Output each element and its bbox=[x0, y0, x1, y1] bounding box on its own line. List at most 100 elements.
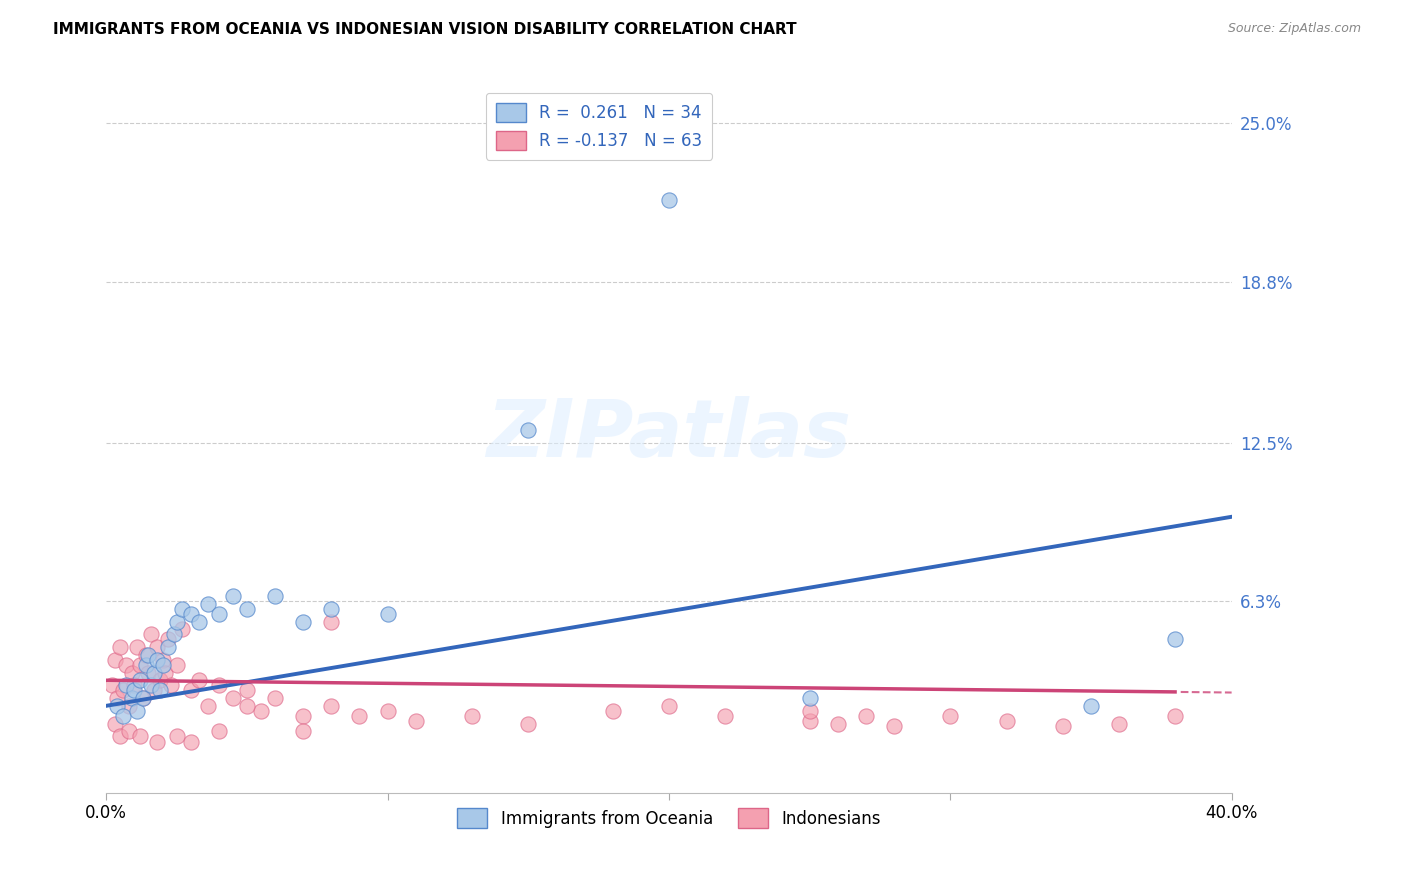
Point bbox=[883, 719, 905, 733]
Point bbox=[152, 657, 174, 672]
Point bbox=[172, 622, 194, 636]
Point bbox=[143, 683, 166, 698]
Point bbox=[517, 716, 540, 731]
Point bbox=[1080, 698, 1102, 713]
Point bbox=[138, 665, 160, 680]
Point bbox=[118, 698, 141, 713]
Point bbox=[377, 704, 399, 718]
Point bbox=[127, 704, 149, 718]
Point bbox=[135, 648, 157, 662]
Point bbox=[827, 716, 849, 731]
Point bbox=[166, 730, 188, 744]
Point bbox=[222, 691, 245, 706]
Point bbox=[112, 683, 135, 698]
Point bbox=[180, 683, 202, 698]
Text: Source: ZipAtlas.com: Source: ZipAtlas.com bbox=[1227, 22, 1361, 36]
Point bbox=[461, 709, 484, 723]
Point bbox=[180, 607, 202, 621]
Point bbox=[1052, 719, 1074, 733]
Point bbox=[1108, 716, 1130, 731]
Point bbox=[208, 724, 231, 739]
Point bbox=[714, 709, 737, 723]
Point bbox=[107, 691, 129, 706]
Text: IMMIGRANTS FROM OCEANIA VS INDONESIAN VISION DISABILITY CORRELATION CHART: IMMIGRANTS FROM OCEANIA VS INDONESIAN VI… bbox=[53, 22, 797, 37]
Point bbox=[149, 683, 172, 698]
Point bbox=[855, 709, 877, 723]
Point bbox=[292, 724, 315, 739]
Point bbox=[236, 683, 259, 698]
Point bbox=[124, 678, 146, 692]
Point bbox=[1164, 709, 1187, 723]
Point bbox=[146, 734, 169, 748]
Point bbox=[141, 627, 163, 641]
Point bbox=[236, 601, 259, 615]
Point bbox=[250, 704, 273, 718]
Point bbox=[146, 640, 169, 654]
Point bbox=[1164, 632, 1187, 647]
Point bbox=[132, 691, 155, 706]
Point bbox=[124, 683, 146, 698]
Point bbox=[152, 653, 174, 667]
Point bbox=[197, 597, 219, 611]
Point bbox=[101, 678, 124, 692]
Point bbox=[321, 601, 343, 615]
Point bbox=[118, 724, 141, 739]
Point bbox=[115, 678, 138, 692]
Point bbox=[157, 632, 180, 647]
Legend: Immigrants from Oceania, Indonesians: Immigrants from Oceania, Indonesians bbox=[450, 802, 887, 834]
Point bbox=[292, 709, 315, 723]
Point bbox=[197, 698, 219, 713]
Point bbox=[112, 709, 135, 723]
Point bbox=[236, 698, 259, 713]
Point bbox=[799, 691, 821, 706]
Point bbox=[129, 730, 152, 744]
Point bbox=[149, 673, 172, 688]
Point bbox=[939, 709, 962, 723]
Point bbox=[321, 698, 343, 713]
Point bbox=[129, 673, 152, 688]
Point bbox=[107, 698, 129, 713]
Point bbox=[160, 678, 183, 692]
Point bbox=[405, 714, 427, 728]
Point bbox=[135, 657, 157, 672]
Point bbox=[188, 615, 211, 629]
Point bbox=[163, 627, 186, 641]
Point bbox=[115, 657, 138, 672]
Point bbox=[208, 607, 231, 621]
Point bbox=[143, 665, 166, 680]
Point bbox=[121, 665, 143, 680]
Point bbox=[166, 615, 188, 629]
Point bbox=[146, 653, 169, 667]
Point bbox=[208, 678, 231, 692]
Point bbox=[132, 691, 155, 706]
Point bbox=[166, 657, 188, 672]
Point bbox=[602, 704, 624, 718]
Point bbox=[180, 734, 202, 748]
Point bbox=[349, 709, 371, 723]
Point bbox=[104, 653, 127, 667]
Point bbox=[799, 704, 821, 718]
Point bbox=[321, 615, 343, 629]
Point bbox=[155, 665, 177, 680]
Point bbox=[157, 640, 180, 654]
Text: ZIPatlas: ZIPatlas bbox=[486, 396, 852, 474]
Point bbox=[110, 640, 132, 654]
Point bbox=[377, 607, 399, 621]
Point bbox=[264, 691, 287, 706]
Point bbox=[129, 657, 152, 672]
Point bbox=[264, 589, 287, 603]
Point bbox=[172, 601, 194, 615]
Point bbox=[995, 714, 1018, 728]
Point bbox=[517, 423, 540, 437]
Point bbox=[658, 193, 681, 207]
Point bbox=[121, 691, 143, 706]
Point bbox=[110, 730, 132, 744]
Point bbox=[141, 678, 163, 692]
Point bbox=[127, 640, 149, 654]
Point bbox=[138, 648, 160, 662]
Point bbox=[222, 589, 245, 603]
Point bbox=[188, 673, 211, 688]
Point bbox=[104, 716, 127, 731]
Point bbox=[658, 698, 681, 713]
Point bbox=[799, 714, 821, 728]
